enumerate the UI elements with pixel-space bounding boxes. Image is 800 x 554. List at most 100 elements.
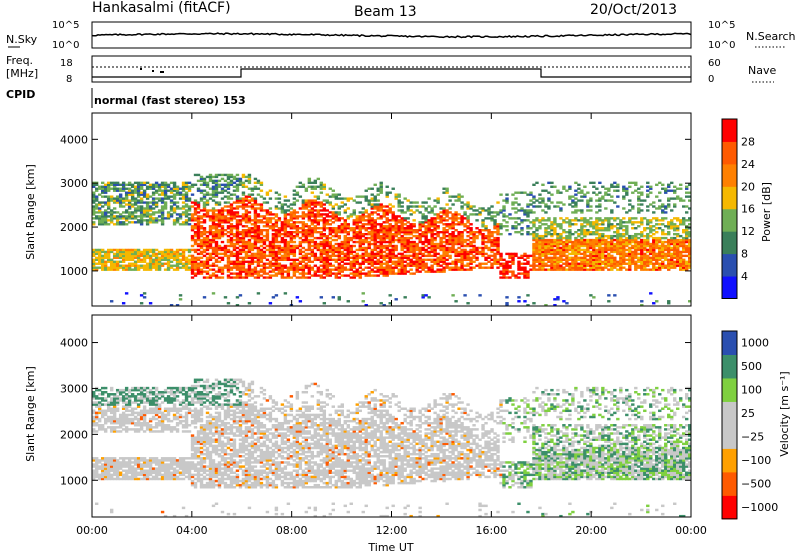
heatmap-cell xyxy=(211,181,216,185)
heatmap-cell xyxy=(409,244,413,248)
heatmap-cell xyxy=(100,258,105,262)
heatmap-cell xyxy=(226,195,231,198)
heatmap-cell xyxy=(148,268,153,271)
heatmap-cell xyxy=(646,221,650,224)
heatmap-cell xyxy=(133,201,138,204)
heatmap-cell xyxy=(256,234,261,238)
heatmap-cell xyxy=(445,250,449,254)
heatmap-cell xyxy=(379,270,383,273)
heatmap-cell xyxy=(94,189,99,192)
heatmap-cell xyxy=(547,258,551,262)
heatmap-cell xyxy=(664,189,668,192)
heatmap-cell xyxy=(376,205,380,208)
heatmap-cell xyxy=(112,256,117,260)
heatmap-cell xyxy=(376,230,380,234)
freq-left-label-1: Freq. xyxy=(6,54,33,67)
heatmap-cell xyxy=(451,266,455,269)
heatmap-cell xyxy=(280,240,285,244)
heatmap-cell xyxy=(433,223,437,226)
heatmap-cell xyxy=(100,211,105,214)
heatmap-cell xyxy=(202,209,207,212)
heatmap-cell xyxy=(382,234,386,238)
heatmap-cell xyxy=(112,217,117,220)
heatmap-cell xyxy=(643,248,647,252)
heatmap-cell xyxy=(142,207,147,210)
heatmap-cell xyxy=(334,274,338,277)
heatmap-cell xyxy=(325,234,330,238)
heatmap-cell xyxy=(355,248,359,252)
heatmap-cell xyxy=(529,227,533,230)
heatmap-cell xyxy=(241,213,246,216)
heatmap-cell xyxy=(430,217,434,220)
heatmap-cell xyxy=(532,234,536,238)
heatmap-cell xyxy=(385,274,389,277)
heatmap-cell xyxy=(361,260,365,263)
heatmap-cell xyxy=(481,254,485,258)
heatmap-cell xyxy=(433,236,437,240)
heatmap-cell xyxy=(475,248,479,252)
heatmap-cell xyxy=(274,238,279,242)
heatmap-cell xyxy=(370,242,374,246)
heatmap-cell xyxy=(646,236,650,240)
heatmap-cell xyxy=(217,221,222,224)
heatmap-cell xyxy=(268,242,273,246)
heatmap-cell xyxy=(370,221,374,224)
heatmap-cell xyxy=(265,223,270,226)
heatmap-cell xyxy=(652,254,656,258)
heatmap-cell xyxy=(661,209,665,212)
heatmap-cell xyxy=(256,260,261,263)
heatmap-cell xyxy=(628,203,632,206)
heatmap-cell xyxy=(355,219,359,222)
heatmap-cell xyxy=(205,266,210,269)
heatmap-cell xyxy=(397,258,401,262)
heatmap-cell xyxy=(373,242,377,246)
heatmap-cell xyxy=(337,276,341,279)
heatmap-cell xyxy=(586,209,590,212)
heatmap-cell xyxy=(223,296,228,299)
heatmap-cell xyxy=(142,195,147,198)
heatmap-cell xyxy=(532,183,536,186)
heatmap-cell xyxy=(343,268,347,271)
heatmap-cell xyxy=(187,260,192,263)
heatmap-cell xyxy=(112,181,117,185)
heatmap-cell xyxy=(313,203,318,206)
heatmap-cell xyxy=(307,203,312,206)
heatmap-cell xyxy=(232,272,237,275)
heatmap-cell xyxy=(118,223,123,226)
heatmap-cell xyxy=(562,203,566,206)
heatmap-cell xyxy=(553,227,557,230)
heatmap-cell xyxy=(220,225,225,228)
heatmap-cell xyxy=(325,238,330,242)
heatmap-cell xyxy=(532,262,536,265)
heatmap-cell xyxy=(571,201,575,204)
heatmap-cell xyxy=(97,211,102,214)
heatmap-cell xyxy=(604,264,608,267)
heatmap-cell xyxy=(379,205,383,208)
heatmap-cell xyxy=(574,205,578,208)
heatmap-cell xyxy=(253,211,258,214)
heatmap-cell xyxy=(541,252,545,256)
heatmap-cell xyxy=(661,254,665,258)
heatmap-cell xyxy=(433,213,437,216)
heatmap-cell xyxy=(577,183,581,186)
heatmap-cell xyxy=(640,300,644,303)
heatmap-cell xyxy=(106,250,111,254)
heatmap-cell xyxy=(580,252,584,256)
heatmap-cell xyxy=(92,205,96,208)
heatmap-cell xyxy=(400,217,404,220)
heatmap-cell xyxy=(226,191,231,194)
heatmap-cell xyxy=(103,185,108,188)
heatmap-cell xyxy=(613,219,617,222)
heatmap-cell xyxy=(211,219,216,222)
heatmap-cell xyxy=(253,181,258,185)
heatmap-cell xyxy=(454,195,458,198)
heatmap-cell xyxy=(115,201,120,204)
heatmap-cell xyxy=(178,248,183,252)
heatmap-cell xyxy=(625,221,629,224)
heatmap-cell xyxy=(271,252,276,256)
heatmap-cell xyxy=(649,230,653,234)
heatmap-cell xyxy=(127,221,132,224)
heatmap-cell xyxy=(547,268,551,271)
heatmap-cell xyxy=(133,185,138,188)
heatmap-cell xyxy=(187,189,192,192)
